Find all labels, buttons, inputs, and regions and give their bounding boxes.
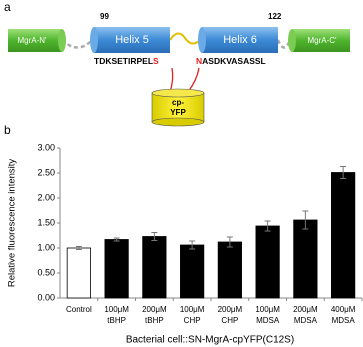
panel-label: a [4,0,11,14]
bar [104,239,129,299]
helix-label: Helix 5 [115,34,149,46]
x-tick-label: MDSA [294,316,318,325]
y-tick-label: 1.00 [37,242,55,252]
site: N [196,56,202,66]
error-bar [226,236,233,248]
x-tick-label: 100μM [255,305,280,314]
x-tick-label: MDSA [332,316,356,325]
error-bar [75,246,82,250]
error-bar [151,232,158,241]
sequence-part: ASDKVASASSL [202,56,266,66]
error-bar [302,210,309,230]
x-tick-label: tBHP [107,316,126,325]
helix-label: Helix 6 [223,34,257,46]
error-bar [113,237,120,242]
y-tick-label: 0.00 [37,292,55,302]
insert-label: cp- [172,98,184,107]
x-tick-label: Control [66,305,92,314]
bar [66,247,91,299]
cpyfp-cap [151,88,205,98]
domain-label: MgrA-C' [307,36,337,45]
y-axis-title: Relative fluorescence intensity [7,159,18,288]
domain-cap [58,29,66,52]
error-bar [189,240,196,250]
insert-label: YFP [170,108,186,117]
sequence: TDKSETIRPELS [94,56,159,66]
x-tick-label: CHP [221,316,238,325]
x-tick-label: 200μM [218,305,243,314]
error-bar [264,220,271,232]
x-tick-label: 100μM [180,305,205,314]
helix-cap [198,27,206,53]
y-tick-label: 2.00 [37,192,55,202]
domain [8,29,62,52]
x-tick-label: 200μM [142,305,167,314]
sequence-part: TDKSETIRPEL [94,56,153,66]
y-tick-label: 0.50 [37,267,55,277]
helix [202,27,278,53]
bar [142,236,167,299]
domain-cap [288,29,296,52]
cpyfp [151,92,205,123]
x-tick-label: MDSA [256,316,280,325]
y-tick-label: 3.00 [37,142,55,152]
x-tick-label: tBHP [145,316,164,325]
bar [293,219,318,299]
x-tick-label: 200μM [293,305,318,314]
linker [61,39,93,49]
helix [94,27,170,53]
bar [217,241,242,299]
x-axis-title: Bacterial cell::SN-MgrA-cpYFP(C12S) [126,335,294,346]
loop [169,32,201,45]
x-tick-label: 400μM [331,305,356,314]
crosslink [169,67,200,93]
error-bar [340,166,347,179]
domain [292,29,350,52]
y-tick-label: 2.50 [37,167,55,177]
helix-cap [90,27,98,53]
bar [331,172,356,299]
residue-number: 122 [268,12,282,21]
panel-label: b [4,123,11,137]
bar [180,244,205,299]
sequence: NASDKVASASSL [196,56,266,66]
x-tick-label: CHP [184,316,201,325]
bar [255,225,280,299]
domain-label: MgrA-N' [17,36,47,45]
residue-number: 99 [100,12,109,21]
y-tick-label: 1.50 [37,217,55,227]
x-tick-label: 100μM [104,305,129,314]
cpyfp-cap [151,117,205,127]
site: S [153,56,159,66]
